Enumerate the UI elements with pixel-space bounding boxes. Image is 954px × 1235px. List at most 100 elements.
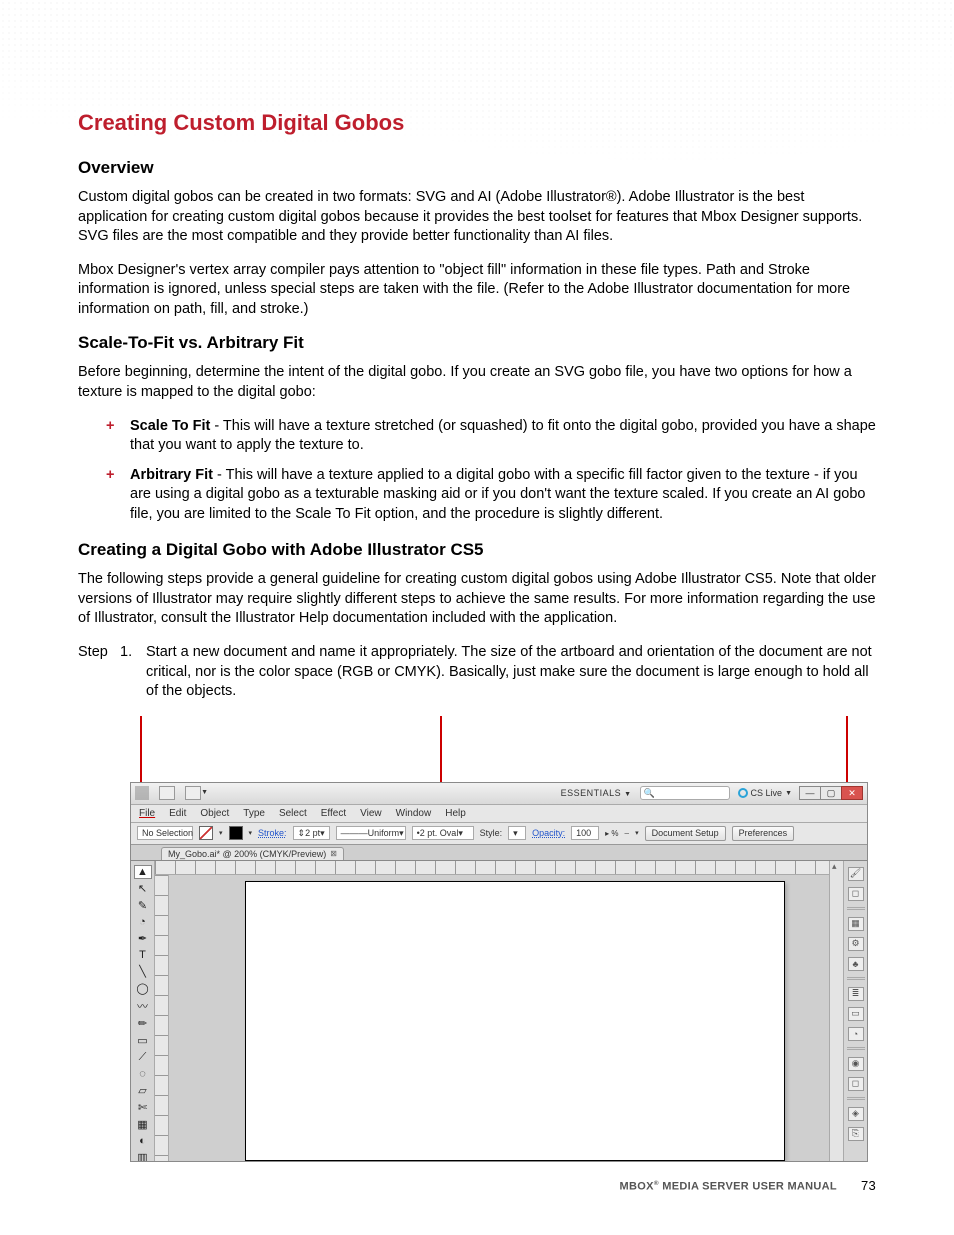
tool-icon[interactable]: ✒: [134, 931, 152, 946]
ruler-vertical: [155, 875, 169, 1161]
page-title: Creating Custom Digital Gobos: [78, 110, 876, 136]
bullet-mark-icon: +: [106, 417, 120, 456]
style-label: Style:: [480, 828, 503, 838]
panel-icon[interactable]: 🖌: [848, 867, 864, 881]
bullet-mark-icon: +: [106, 466, 120, 525]
panel-icon[interactable]: ◻: [848, 887, 864, 901]
dropdown-icon[interactable]: ▾: [219, 829, 223, 837]
search-icon: 🔍: [644, 788, 655, 799]
stroke-weight-input[interactable]: ⇕ 2 pt ▾: [293, 826, 330, 840]
menu-select[interactable]: Select: [279, 808, 307, 819]
menu-edit[interactable]: Edit: [169, 808, 186, 819]
menu-view[interactable]: View: [360, 808, 382, 819]
window-maximize-button[interactable]: ▢: [820, 786, 842, 800]
tool-icon[interactable]: ✄: [134, 1100, 152, 1115]
tab-close-icon[interactable]: ⊠: [330, 849, 337, 858]
workspace-switcher[interactable]: ESSENTIALS ▼: [561, 788, 632, 798]
tool-icon[interactable]: ▱: [134, 1083, 152, 1098]
document-tab-bar: My_Gobo.ai* @ 200% (CMYK/Preview) ⊠: [131, 845, 867, 861]
panel-icon[interactable]: ◉: [848, 1057, 864, 1071]
panel-icon[interactable]: ▦: [848, 917, 864, 931]
panel-icon[interactable]: ◻: [848, 1077, 864, 1091]
tool-icon[interactable]: T: [134, 948, 152, 962]
overview-p2: Mbox Designer's vertex array compiler pa…: [78, 261, 876, 320]
panel-icon[interactable]: ▭: [848, 1007, 864, 1021]
stroke-swatch[interactable]: [229, 826, 243, 840]
panel-icon[interactable]: ≣: [848, 987, 864, 1001]
step-text: Start a new document and name it appropr…: [146, 643, 876, 702]
canvas-area[interactable]: [155, 861, 843, 1161]
tool-icon[interactable]: ◯: [134, 981, 152, 996]
stroke-label[interactable]: Stroke:: [258, 828, 287, 838]
opacity-input[interactable]: 100: [571, 826, 599, 840]
workspace-icon[interactable]: [159, 786, 175, 800]
step-row: Step 1. Start a new document and name it…: [78, 643, 876, 702]
cs-live-icon: [738, 788, 748, 798]
panel-icon[interactable]: ◔: [848, 1027, 864, 1041]
document-tab[interactable]: My_Gobo.ai* @ 200% (CMYK/Preview) ⊠: [161, 847, 344, 860]
page-number: 73: [861, 1178, 876, 1193]
heading-overview: Overview: [78, 158, 876, 178]
dock-separator: [847, 977, 865, 981]
creating-intro: The following steps provide a general gu…: [78, 570, 876, 629]
bullet-text: - This will have a texture applied to a …: [130, 467, 865, 522]
menu-object[interactable]: Object: [200, 808, 229, 819]
tool-icon[interactable]: ◔: [134, 915, 152, 929]
tool-icon[interactable]: ▲: [134, 865, 152, 879]
align-icon[interactable]: ⎯: [625, 828, 630, 839]
fill-swatch[interactable]: [199, 826, 213, 840]
menu-file[interactable]: File: [139, 808, 155, 819]
tools-panel: ▲↖✎◔✒T╲◯〰✏▭⟋◌▱✄▦◐▥⬚◻: [131, 861, 155, 1161]
panel-icon[interactable]: ♣: [848, 957, 864, 971]
menu-type[interactable]: Type: [243, 808, 265, 819]
menu-bar: File Edit Object Type Select Effect View…: [131, 805, 867, 823]
menu-help[interactable]: Help: [445, 808, 466, 819]
panel-icon[interactable]: ◈: [848, 1107, 864, 1121]
artboard[interactable]: [245, 881, 785, 1161]
search-input[interactable]: 🔍: [640, 786, 730, 800]
tool-icon[interactable]: 〰: [134, 998, 152, 1014]
tool-icon[interactable]: ◌: [134, 1067, 152, 1081]
step-label: Step: [78, 643, 120, 702]
dock-separator: [847, 907, 865, 911]
document-setup-button[interactable]: Document Setup: [645, 826, 726, 841]
opacity-unit: %: [611, 829, 618, 838]
tool-icon[interactable]: ◐: [134, 1134, 152, 1148]
tool-icon[interactable]: ▭: [134, 1033, 152, 1048]
scrollbar-vertical[interactable]: [829, 861, 843, 1161]
bullet-item: + Arbitrary Fit - This will have a textu…: [106, 466, 876, 525]
brush-dropdown[interactable]: • 2 pt. Oval ▾: [412, 826, 474, 840]
dropdown-icon: ▼: [624, 791, 631, 798]
tool-icon[interactable]: ✏: [134, 1016, 152, 1031]
heading-creating: Creating a Digital Gobo with Adobe Illus…: [78, 540, 876, 560]
overview-p1: Custom digital gobos can be created in t…: [78, 188, 876, 247]
page-footer: MBOX® MEDIA SERVER USER MANUAL 73: [0, 1178, 954, 1193]
window-close-button[interactable]: ✕: [841, 786, 863, 800]
panel-icon[interactable]: ⎘: [848, 1127, 864, 1141]
dock-separator: [847, 1047, 865, 1051]
window-minimize-button[interactable]: —: [799, 786, 821, 800]
tool-icon[interactable]: ⟋: [134, 1050, 152, 1065]
tool-icon[interactable]: ✎: [134, 898, 152, 913]
step-number: 1.: [120, 643, 146, 702]
tool-icon[interactable]: ↖: [134, 881, 152, 896]
bullet-list: + Scale To Fit - This will have a textur…: [78, 417, 876, 525]
tool-icon[interactable]: ▥: [134, 1150, 152, 1162]
bullet-item: + Scale To Fit - This will have a textur…: [106, 417, 876, 456]
profile-dropdown[interactable]: ——— Uniform ▾: [336, 826, 406, 840]
panel-icon[interactable]: ⚙: [848, 937, 864, 951]
dropdown-icon[interactable]: ▾: [249, 829, 253, 837]
tool-icon[interactable]: ▦: [134, 1117, 152, 1132]
scale-intro: Before beginning, determine the intent o…: [78, 363, 876, 402]
control-bar: No Selection ▾ ▾ Stroke: ⇕ 2 pt ▾ ——— Un…: [131, 823, 867, 845]
cs-live-button[interactable]: CS Live ▼: [738, 788, 792, 798]
menu-window[interactable]: Window: [396, 808, 432, 819]
preferences-button[interactable]: Preferences: [732, 826, 795, 841]
menu-effect[interactable]: Effect: [321, 808, 346, 819]
manual-title: MBOX® MEDIA SERVER USER MANUAL: [620, 1180, 837, 1193]
dropdown-icon: ▼: [785, 790, 792, 797]
style-dropdown[interactable]: ▾: [508, 826, 526, 840]
tool-icon[interactable]: ╲: [134, 964, 152, 979]
workspace-icon[interactable]: ▼: [185, 786, 201, 800]
opacity-label[interactable]: Opacity:: [532, 828, 565, 838]
